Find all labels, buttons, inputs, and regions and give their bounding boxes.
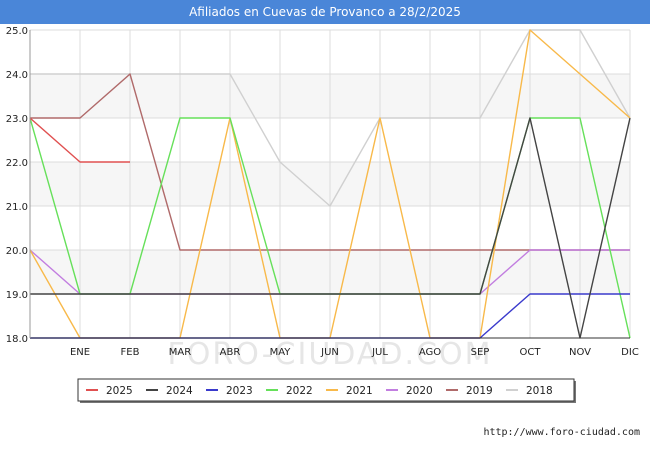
chart-title: Afiliados en Cuevas de Provanco a 28/2/2… [0,0,650,24]
x-tick-label: MAR [169,347,191,358]
x-tick-label: AGO [419,347,441,358]
x-tick-label: DIC [621,347,639,358]
y-tick-label: 21.0 [6,202,28,213]
x-tick-label: OCT [520,347,542,358]
x-tick-label: NOV [569,347,591,358]
legend-label-2024: 2024 [166,385,193,397]
legend-label-2022: 2022 [286,385,313,397]
x-tick-label: ABR [220,347,241,358]
legend-label-2025: 2025 [106,385,133,397]
legend-label-2021: 2021 [346,385,373,397]
x-tick-label: JUN [320,347,339,358]
legend-label-2019: 2019 [466,385,493,397]
x-tick-label: FEB [121,347,140,358]
y-tick-label: 18.0 [6,334,28,345]
x-tick-label: MAY [270,347,292,358]
x-tick-label: ENE [70,347,90,358]
series-line-2025 [29,117,130,163]
footer-url[interactable]: http://www.foro-ciudad.com [483,427,640,438]
x-tick-label: JUL [371,347,388,358]
y-tick-label: 22.0 [6,158,28,169]
legend-label-2018: 2018 [526,385,553,397]
x-tick-label: SEP [471,347,490,358]
y-tick-label: 20.0 [6,246,28,257]
series-line-2024 [30,117,631,339]
legend: 2025 2024 2023 2022 2021 2020 2019 2018 [77,378,576,403]
y-tick-label: 19.0 [6,290,28,301]
y-tick-label: 25.0 [6,26,28,37]
legend-label-2023: 2023 [226,385,253,397]
y-tick-label: 24.0 [6,70,28,81]
line-chart: FORO-CIUDAD.COM 18.0 19.0 20.0 21.0 22.0 23.0 2… [6,26,639,403]
watermark: FORO-CIUDAD.COM [168,337,493,372]
y-tick-label: 23.0 [6,114,28,125]
legend-label-2020: 2020 [406,385,433,397]
